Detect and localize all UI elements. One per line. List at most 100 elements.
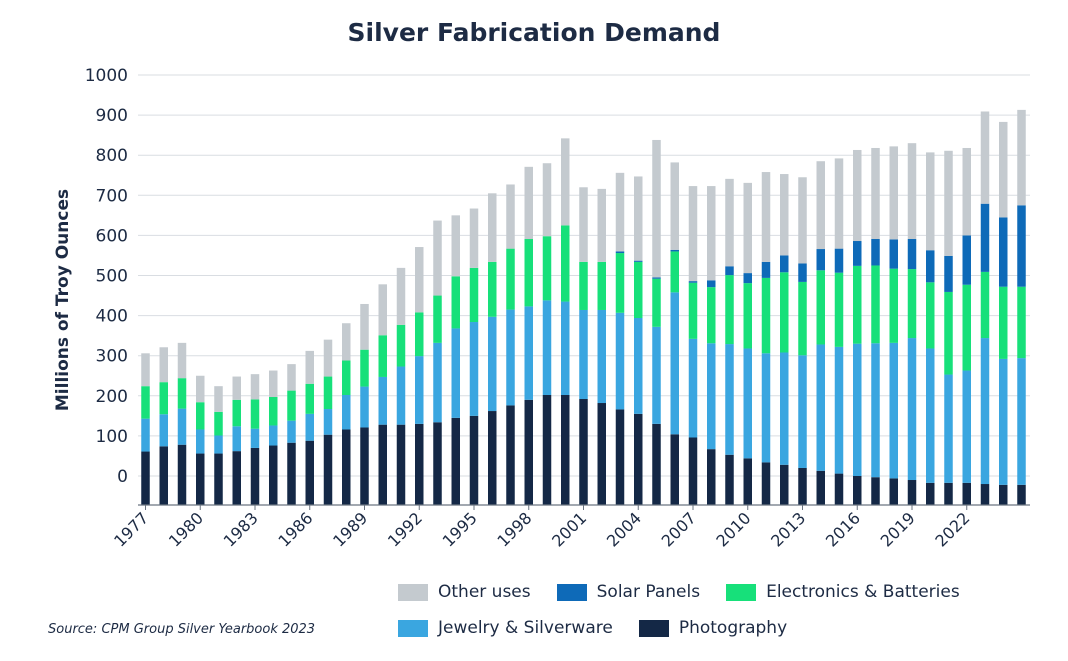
chart-title: Silver Fabrication Demand (347, 18, 721, 47)
bar-1999-electronics-batteries (542, 236, 552, 301)
bar-1980-other-uses (196, 375, 205, 403)
bar-2010-photography (743, 458, 752, 505)
bar-1978-photography (159, 446, 168, 505)
bar-2011-jewelry-silverware (761, 353, 771, 463)
bar-2014-solar-panels (816, 249, 825, 271)
bar-2015-electronics-batteries (834, 272, 844, 347)
bar-2014-other-uses (816, 161, 825, 250)
bar-1996-jewelry-silverware (488, 316, 497, 412)
x-tick-label-1998: 1998 (493, 508, 535, 550)
bar-1978-jewelry-silverware (159, 414, 168, 447)
bar-2007-solar-panels (688, 281, 698, 283)
bar-2020-solar-panels (926, 250, 935, 283)
legend-item-electronics: Electronics & Batteries (726, 582, 960, 602)
bar-2015-solar-panels (834, 248, 844, 273)
bar-1979-other-uses (177, 342, 187, 379)
bar-1990-photography (378, 424, 387, 505)
bar-2016-electronics-batteries (853, 265, 862, 344)
bar-2008-electronics-batteries (707, 287, 716, 344)
bar-1979-jewelry-silverware (177, 408, 187, 445)
bar-2023-electronics-batteries (980, 271, 990, 339)
bar-2007-jewelry-silverware (688, 338, 698, 438)
legend-label-solar-panels: Solar Panels (596, 582, 701, 602)
bar-1977-electronics-batteries (141, 386, 150, 419)
bar-1993-electronics-batteries (433, 295, 442, 343)
bar-2003-jewelry-silverware (615, 312, 625, 410)
bar-2008-solar-panels (707, 280, 716, 288)
bar-2008-other-uses (707, 186, 716, 281)
bar-1983-jewelry-silverware (250, 428, 260, 448)
bar-2024-solar-panels (999, 217, 1008, 287)
bar-2018-solar-panels (889, 239, 898, 269)
bar-2002-jewelry-silverware (597, 309, 606, 404)
bar-2004-solar-panels (634, 260, 643, 262)
y-tick-label-400: 400 (96, 307, 128, 327)
bar-1983-electronics-batteries (250, 399, 260, 429)
y-axis-label: Millions of Troy Ounces (53, 189, 73, 411)
x-tick-label-1995: 1995 (439, 508, 481, 550)
y-tick-label-0: 0 (117, 467, 128, 487)
bar-1982-electronics-batteries (232, 399, 241, 427)
bar-1989-other-uses (360, 303, 369, 350)
bar-2010-jewelry-silverware (743, 348, 752, 459)
bar-1995-electronics-batteries (469, 267, 479, 323)
bar-2018-jewelry-silverware (889, 342, 898, 479)
bar-2020-jewelry-silverware (926, 348, 935, 483)
y-tick-label-700: 700 (96, 186, 128, 206)
bar-2011-solar-panels (761, 261, 771, 278)
x-tick-label-2001: 2001 (548, 508, 590, 550)
bar-1991-electronics-batteries (396, 324, 406, 367)
bar-1985-photography (287, 442, 296, 505)
y-tick-label-100: 100 (96, 427, 128, 447)
bar-2001-jewelry-silverware (579, 309, 588, 400)
bar-2023-other-uses (980, 111, 990, 204)
bar-1989-electronics-batteries (360, 349, 369, 387)
bar-2023-jewelry-silverware (980, 338, 990, 485)
bar-2007-photography (688, 437, 698, 505)
bar-1984-electronics-batteries (269, 397, 278, 426)
bar-1978-other-uses (159, 347, 168, 383)
bar-1983-other-uses (250, 374, 260, 400)
legend-row-2: Jewelry & Silverware Photography (398, 618, 813, 638)
bar-1995-other-uses (469, 208, 479, 268)
bar-2012-jewelry-silverware (780, 352, 789, 465)
bar-1982-other-uses (232, 376, 241, 400)
bar-1984-other-uses (269, 370, 278, 398)
bar-1990-jewelry-silverware (378, 376, 387, 425)
bar-1994-photography (451, 417, 460, 505)
bar-2023-solar-panels (980, 203, 990, 272)
bar-1999-photography (542, 394, 552, 505)
bar-1993-jewelry-silverware (433, 342, 442, 423)
bar-2007-electronics-batteries (688, 282, 698, 339)
bar-1987-electronics-batteries (323, 376, 333, 410)
y-tick-label-900: 900 (96, 106, 128, 126)
bar-1977-other-uses (141, 353, 150, 387)
bar-2005-solar-panels (652, 277, 661, 279)
bar-1993-photography (433, 422, 442, 505)
bar-1987-jewelry-silverware (323, 409, 333, 435)
bar-2019-solar-panels (907, 239, 917, 270)
bar-2017-photography (871, 477, 880, 505)
bar-1997-electronics-batteries (506, 248, 515, 310)
bar-1992-electronics-batteries (415, 312, 424, 357)
bar-2005-photography (652, 423, 661, 505)
legend-item-photography: Photography (638, 618, 787, 638)
bar-2002-electronics-batteries (597, 261, 606, 310)
bar-2000-jewelry-silverware (561, 301, 570, 395)
bar-2017-solar-panels (871, 239, 880, 266)
bar-1982-jewelry-silverware (232, 426, 241, 452)
bar-2002-other-uses (597, 188, 606, 262)
bar-2018-other-uses (889, 146, 898, 240)
bar-1995-photography (469, 415, 479, 505)
x-tick-label-2013: 2013 (767, 508, 809, 550)
bar-2005-other-uses (652, 139, 661, 278)
bar-2000-other-uses (561, 138, 570, 226)
bar-2003-other-uses (615, 172, 625, 252)
bar-2012-photography (780, 464, 789, 505)
bar-1988-jewelry-silverware (342, 394, 351, 430)
legend-swatch-photography (638, 619, 669, 637)
bar-2009-solar-panels (725, 266, 734, 276)
bar-2012-electronics-batteries (780, 272, 789, 353)
bar-2014-photography (816, 470, 825, 505)
bar-2001-electronics-batteries (579, 261, 588, 310)
